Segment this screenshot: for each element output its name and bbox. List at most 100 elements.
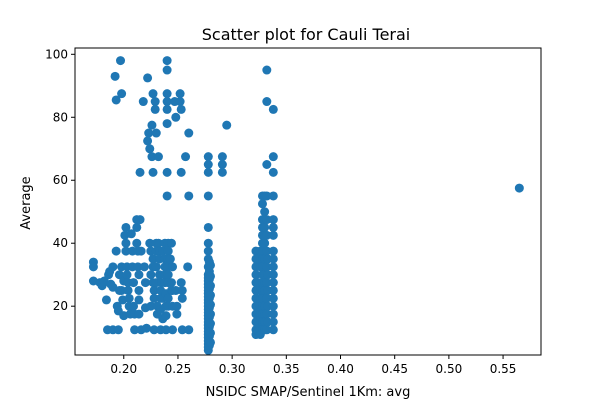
- scatter-point: [262, 325, 272, 335]
- y-tick-label: 80: [53, 110, 68, 124]
- scatter-point: [184, 325, 194, 335]
- data-points: [88, 56, 524, 355]
- scatter-point: [150, 104, 160, 114]
- scatter-point: [262, 230, 272, 240]
- scatter-point: [268, 254, 278, 264]
- scatter-point: [149, 285, 159, 295]
- scatter-point: [268, 230, 278, 240]
- scatter-point: [151, 128, 161, 138]
- scatter-point: [117, 89, 127, 99]
- scatter-point: [177, 293, 187, 303]
- scatter-point: [183, 262, 193, 272]
- scatter-point: [171, 112, 181, 122]
- scatter-point: [140, 278, 150, 288]
- scatter-point: [126, 229, 136, 239]
- scatter-point: [162, 119, 172, 129]
- scatter-point: [268, 309, 278, 319]
- scatter-point: [162, 104, 172, 114]
- scatter-point: [132, 222, 142, 232]
- scatter-point: [205, 337, 215, 347]
- scatter-point: [162, 97, 172, 107]
- x-tick-label: 0.20: [110, 362, 137, 376]
- scatter-point: [162, 89, 172, 99]
- scatter-point: [205, 319, 215, 329]
- scatter-point: [268, 317, 278, 327]
- scatter-point: [134, 285, 144, 295]
- scatter-point: [142, 323, 152, 333]
- scatter-point: [262, 278, 272, 288]
- scatter-point: [114, 270, 124, 280]
- scatter-point: [260, 207, 270, 217]
- scatter-point: [134, 309, 144, 319]
- scatter-point: [262, 97, 272, 107]
- scatter-point: [121, 238, 131, 248]
- y-axis-label: Average: [19, 176, 34, 229]
- scatter-point: [133, 262, 143, 272]
- plot-frame: [74, 47, 542, 356]
- scatter-point: [147, 120, 157, 130]
- scatter-point: [268, 293, 278, 303]
- scatter-point: [262, 160, 272, 170]
- scatter-point: [145, 144, 155, 154]
- scatter-point: [166, 278, 176, 288]
- scatter-point: [147, 152, 157, 162]
- scatter-point: [172, 301, 182, 311]
- scatter-point: [177, 325, 187, 335]
- scatter-point: [172, 309, 182, 319]
- scatter-point: [132, 238, 142, 248]
- scatter-point: [257, 199, 267, 209]
- x-tick-label: 0.55: [490, 362, 517, 376]
- scatter-point: [175, 89, 185, 99]
- scatter-point: [145, 238, 155, 248]
- scatter-point: [168, 262, 178, 272]
- x-tick-label: 0.35: [273, 362, 300, 376]
- scatter-point: [205, 300, 215, 310]
- scatter-point: [123, 285, 133, 295]
- chart-title: Scatter plot for Cauli Terai: [202, 25, 410, 44]
- scatter-point: [262, 309, 272, 319]
- scatter-point: [116, 56, 126, 66]
- scatter-point: [121, 222, 131, 232]
- scatter-point: [153, 238, 163, 248]
- scatter-point: [203, 191, 213, 201]
- scatter-point: [268, 285, 278, 295]
- scatter-point: [268, 215, 278, 225]
- scatter-point: [117, 285, 127, 295]
- scatter-point: [203, 222, 213, 232]
- scatter-point: [251, 270, 261, 280]
- scatter-point: [122, 270, 132, 280]
- scatter-point: [268, 167, 278, 177]
- scatter-point: [150, 97, 160, 107]
- scatter-point: [161, 311, 171, 321]
- scatter-point: [121, 246, 131, 256]
- scatter-point: [217, 152, 227, 162]
- x-tick-label: 0.40: [327, 362, 354, 376]
- scatter-point: [262, 65, 272, 75]
- scatter-point: [111, 246, 121, 256]
- scatter-point: [148, 254, 158, 264]
- scatter-point: [151, 262, 161, 272]
- scatter-point: [262, 191, 272, 201]
- scatter-point: [166, 238, 176, 248]
- scatter-point: [203, 246, 213, 256]
- scatter-point: [177, 285, 187, 295]
- scatter-point: [176, 167, 186, 177]
- scatter-point: [262, 246, 272, 256]
- scatter-point: [203, 238, 213, 248]
- scatter-point: [163, 270, 173, 280]
- scatter-point: [268, 222, 278, 232]
- x-axis: 0.20 0.25 0.30 0.35 0.40 0.45 0.50 0.55: [110, 355, 516, 376]
- scatter-point: [136, 246, 146, 256]
- scatter-point: [135, 215, 145, 225]
- scatter-point: [268, 325, 278, 335]
- scatter-point: [135, 167, 145, 177]
- x-axis-label: NSIDC SMAP/Sentinel 1Km: avg: [206, 385, 411, 400]
- scatter-point: [161, 325, 171, 335]
- scatter-point: [149, 293, 159, 303]
- scatter-point: [162, 191, 172, 201]
- scatter-point: [138, 97, 148, 107]
- scatter-point: [110, 71, 120, 81]
- x-tick-label: 0.30: [219, 362, 246, 376]
- scatter-point: [268, 152, 278, 162]
